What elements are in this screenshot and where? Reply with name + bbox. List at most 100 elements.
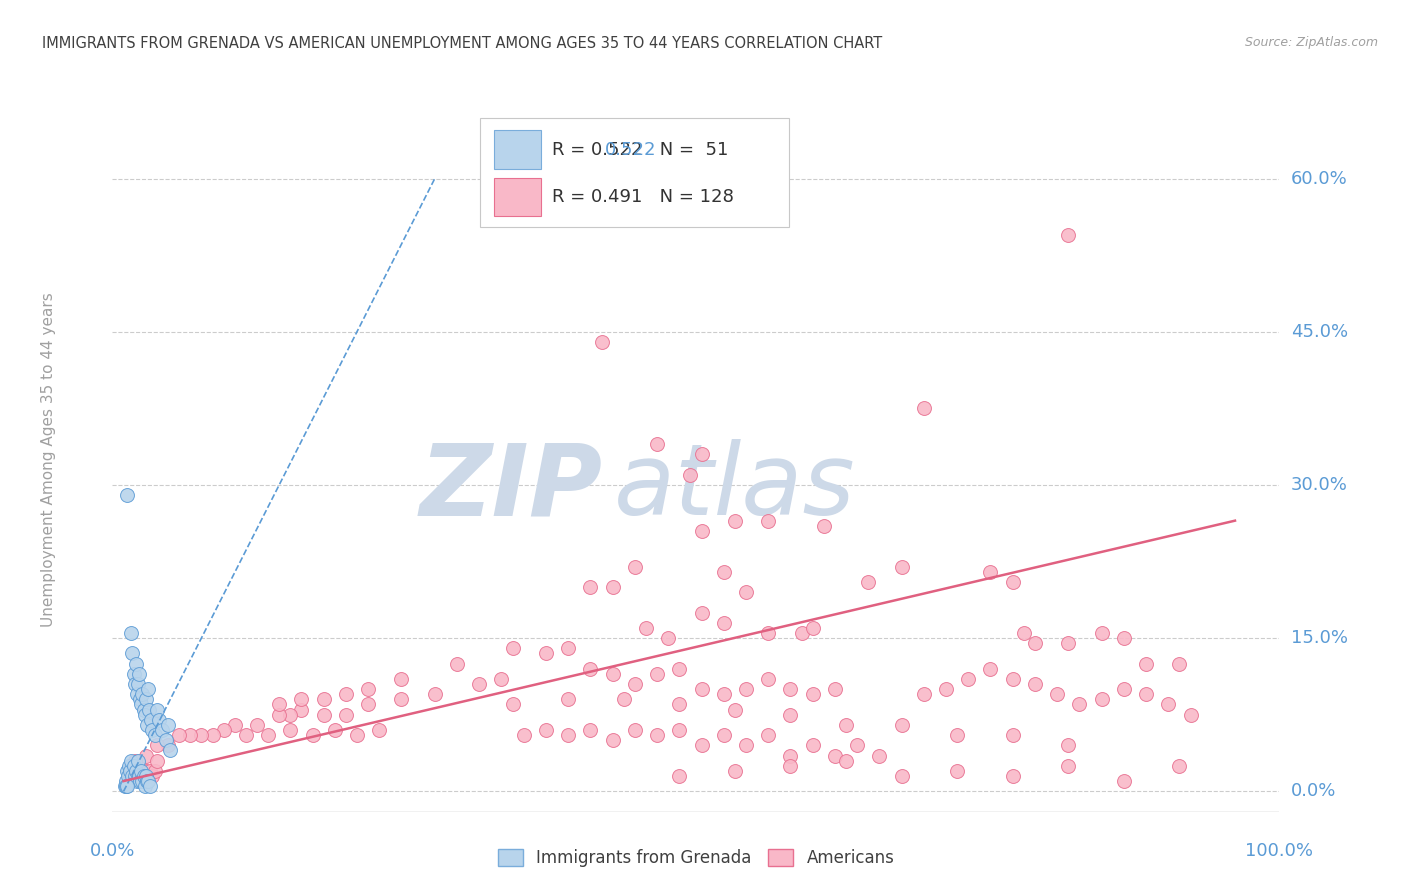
Text: 0.522: 0.522 bbox=[605, 141, 657, 159]
Point bbox=[157, 718, 180, 732]
Point bbox=[335, 707, 357, 722]
Point bbox=[141, 713, 163, 727]
Point bbox=[502, 641, 524, 656]
Point bbox=[138, 703, 160, 717]
Point bbox=[139, 779, 162, 793]
Point bbox=[756, 626, 779, 640]
Point bbox=[323, 723, 346, 737]
Point bbox=[779, 748, 801, 763]
Point bbox=[1091, 626, 1114, 640]
Point bbox=[1057, 227, 1080, 242]
Point bbox=[668, 662, 690, 676]
Point bbox=[143, 728, 166, 742]
Text: IMMIGRANTS FROM GRENADA VS AMERICAN UNEMPLOYMENT AMONG AGES 35 TO 44 YEARS CORRE: IMMIGRANTS FROM GRENADA VS AMERICAN UNEM… bbox=[42, 36, 883, 51]
Point bbox=[1057, 739, 1080, 753]
Point bbox=[468, 677, 491, 691]
Point bbox=[136, 718, 159, 732]
Point bbox=[135, 748, 157, 763]
Point bbox=[139, 764, 162, 778]
Text: Source: ZipAtlas.com: Source: ZipAtlas.com bbox=[1244, 36, 1378, 49]
Point bbox=[120, 754, 142, 768]
Point bbox=[602, 666, 624, 681]
Point bbox=[724, 764, 747, 778]
Point bbox=[912, 687, 935, 701]
Point bbox=[1057, 758, 1080, 772]
Point bbox=[115, 764, 138, 778]
Point bbox=[602, 733, 624, 747]
Text: 100.0%: 100.0% bbox=[1246, 842, 1313, 860]
Point bbox=[624, 723, 647, 737]
Point bbox=[136, 774, 159, 789]
Point bbox=[690, 739, 713, 753]
Point bbox=[357, 682, 380, 697]
Point bbox=[735, 682, 758, 697]
Point bbox=[124, 754, 146, 768]
Point bbox=[125, 764, 148, 778]
Text: 30.0%: 30.0% bbox=[1291, 476, 1347, 494]
Point bbox=[235, 728, 257, 742]
Point bbox=[423, 687, 446, 701]
Text: R = 0.522   N =  51: R = 0.522 N = 51 bbox=[553, 141, 728, 159]
Point bbox=[127, 754, 149, 768]
Point bbox=[645, 437, 668, 451]
Text: 15.0%: 15.0% bbox=[1291, 629, 1347, 647]
Point bbox=[579, 662, 602, 676]
Point bbox=[131, 764, 153, 778]
Point bbox=[132, 703, 155, 717]
Point bbox=[134, 707, 156, 722]
Point bbox=[152, 723, 174, 737]
Point bbox=[146, 754, 169, 768]
Point bbox=[657, 631, 679, 645]
Point bbox=[1157, 698, 1180, 712]
Point bbox=[136, 769, 159, 783]
Point bbox=[368, 723, 391, 737]
Point bbox=[141, 723, 163, 737]
Point bbox=[634, 621, 657, 635]
Point bbox=[128, 666, 150, 681]
Point bbox=[124, 677, 146, 691]
Point bbox=[624, 677, 647, 691]
Point bbox=[146, 703, 169, 717]
Point bbox=[1001, 574, 1024, 589]
Point bbox=[269, 698, 291, 712]
Point bbox=[890, 718, 912, 732]
Point bbox=[756, 672, 779, 686]
Point bbox=[946, 728, 969, 742]
Point bbox=[127, 677, 149, 691]
Point bbox=[935, 682, 957, 697]
Point bbox=[1057, 636, 1080, 650]
Point bbox=[159, 743, 181, 757]
Point bbox=[868, 748, 890, 763]
Point bbox=[779, 682, 801, 697]
Point bbox=[128, 769, 150, 783]
Point bbox=[912, 401, 935, 416]
Point bbox=[1012, 626, 1035, 640]
Point bbox=[1091, 692, 1114, 706]
Point bbox=[979, 565, 1001, 579]
Point bbox=[1112, 774, 1135, 789]
Point bbox=[148, 713, 170, 727]
Text: R = 0.491   N = 128: R = 0.491 N = 128 bbox=[553, 188, 734, 206]
Text: atlas: atlas bbox=[614, 439, 856, 536]
Point bbox=[128, 769, 150, 783]
Point bbox=[645, 666, 668, 681]
Point bbox=[1024, 636, 1046, 650]
Point bbox=[335, 687, 357, 701]
Point bbox=[512, 728, 534, 742]
Point bbox=[735, 739, 758, 753]
Point bbox=[957, 672, 980, 686]
Point bbox=[143, 764, 166, 778]
Point bbox=[155, 733, 177, 747]
Point bbox=[801, 621, 824, 635]
Point bbox=[835, 718, 858, 732]
Point bbox=[257, 728, 280, 742]
Point bbox=[1135, 657, 1157, 671]
Point bbox=[391, 692, 413, 706]
Point bbox=[690, 682, 713, 697]
Point bbox=[357, 698, 380, 712]
Point bbox=[557, 641, 579, 656]
Point bbox=[1024, 677, 1046, 691]
Point bbox=[858, 574, 880, 589]
Point bbox=[824, 748, 846, 763]
Point bbox=[134, 779, 156, 793]
